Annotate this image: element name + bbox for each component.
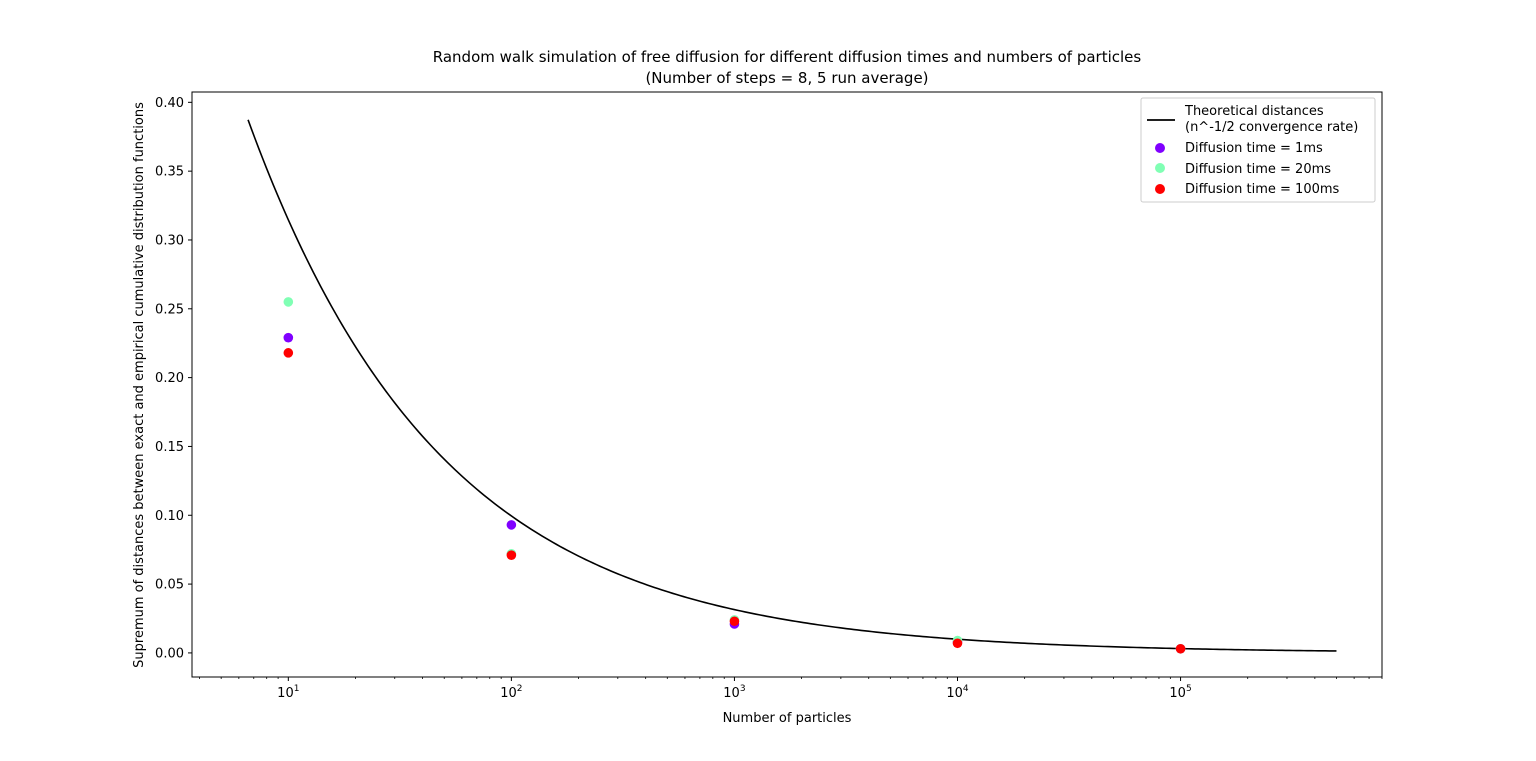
- theoretical-curve: [247, 119, 1337, 652]
- legend-swatch-1ms: [1155, 143, 1165, 153]
- y-axis-label: Supremum of distances between exact and …: [132, 102, 147, 668]
- x-tick-label: 105: [1169, 684, 1191, 701]
- legend-swatch-100ms: [1155, 184, 1165, 194]
- data-point-series-1: [506, 520, 517, 530]
- data-point-series-3: [1175, 643, 1186, 654]
- y-tick-label: 0.25: [155, 302, 184, 317]
- chart-subtitle: (Number of steps = 8, 5 run average): [645, 69, 928, 87]
- x-tick-label: 102: [500, 684, 522, 701]
- x-tick-label: 104: [946, 684, 969, 701]
- data-point-series-3: [729, 616, 740, 627]
- legend-swatch-20ms: [1155, 163, 1165, 173]
- chart-title: Random walk simulation of free diffusion…: [433, 48, 1142, 66]
- data-point-series-2: [283, 297, 294, 307]
- legend-frame: [1140, 97, 1376, 203]
- legend: Theoretical distances (n^-1/2 convergenc…: [1140, 97, 1376, 203]
- legend-label-theory-line1: Theoretical distances: [1184, 104, 1324, 119]
- x-axis-label: Number of particles: [723, 711, 852, 726]
- y-tick-label: 0.05: [155, 578, 184, 593]
- y-tick-label: 0.15: [155, 440, 184, 455]
- legend-label-100ms: Diffusion time = 100ms: [1185, 182, 1340, 197]
- y-tick-label: 0.20: [155, 371, 184, 386]
- y-tick-label: 0.30: [155, 233, 184, 248]
- legend-label-theory-line2: (n^-1/2 convergence rate): [1185, 120, 1358, 135]
- legend-label-20ms: Diffusion time = 20ms: [1185, 162, 1331, 177]
- plot-area: 0.00 0.05 0.10 0.15 0.20 0.25 0.30 0.35 0.40 101 1…: [155, 91, 1383, 701]
- x-tick-label: 103: [723, 684, 745, 701]
- x-tick-label: 101: [277, 684, 299, 701]
- y-tick-label: 0.40: [155, 96, 184, 111]
- y-tick-label: 0.35: [155, 165, 184, 180]
- legend-label-1ms: Diffusion time = 1ms: [1185, 141, 1323, 156]
- y-tick-label: 0.00: [155, 646, 184, 661]
- data-point-series-3: [283, 348, 294, 358]
- y-tick-label: 0.10: [155, 509, 184, 524]
- data-point-series-3: [506, 550, 517, 560]
- data-point-series-1: [283, 332, 294, 343]
- axes-frame: [191, 91, 1383, 678]
- data-point-series-3: [952, 638, 963, 649]
